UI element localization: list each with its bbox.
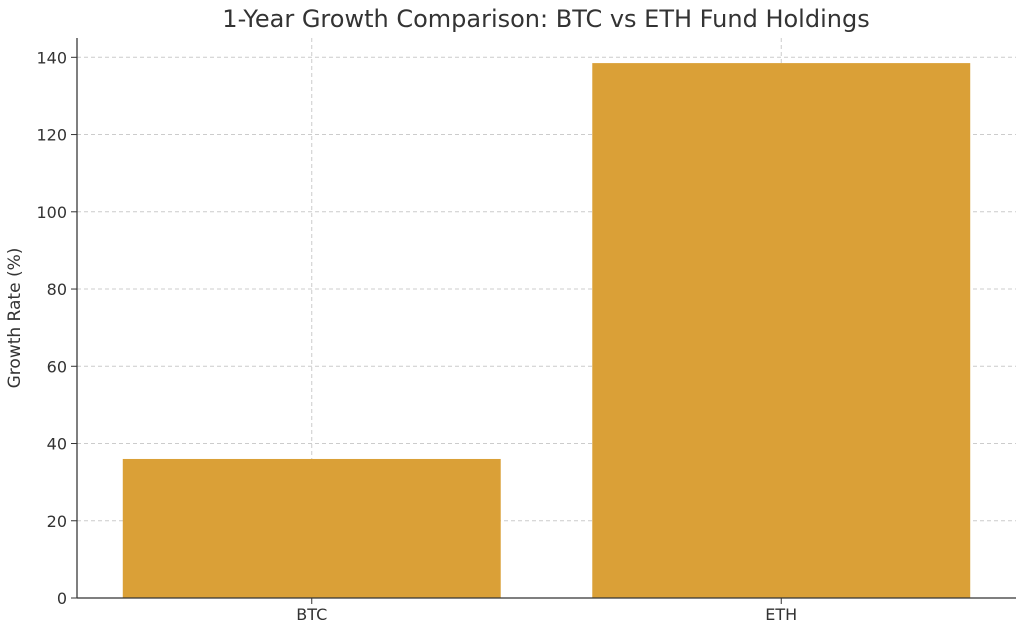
axes-layer [76,38,1016,599]
x-tick-label-eth: ETH [765,605,797,624]
bar-btc [122,458,501,598]
y-tick-label-0: 0 [57,589,67,608]
y-tick-label-6: 120 [36,126,67,145]
y-tick-label-7: 140 [36,48,67,67]
y-tick-label-4: 80 [47,280,67,299]
x-tick-label-btc: BTC [296,605,327,624]
chart-title: 1-Year Growth Comparison: BTC vs ETH Fun… [222,5,869,33]
y-tick-label-1: 20 [47,512,67,531]
bars-layer [122,63,971,598]
y-tick-label-5: 100 [36,203,67,222]
bar-eth [592,63,971,598]
y-axis-label: Growth Rate (%) [5,248,25,389]
y-tick-label-3: 60 [47,357,67,376]
ticks-layer: 0 20 40 60 80 100 120 140 BTC ETH [36,48,797,624]
y-tick-label-2: 40 [47,435,67,454]
